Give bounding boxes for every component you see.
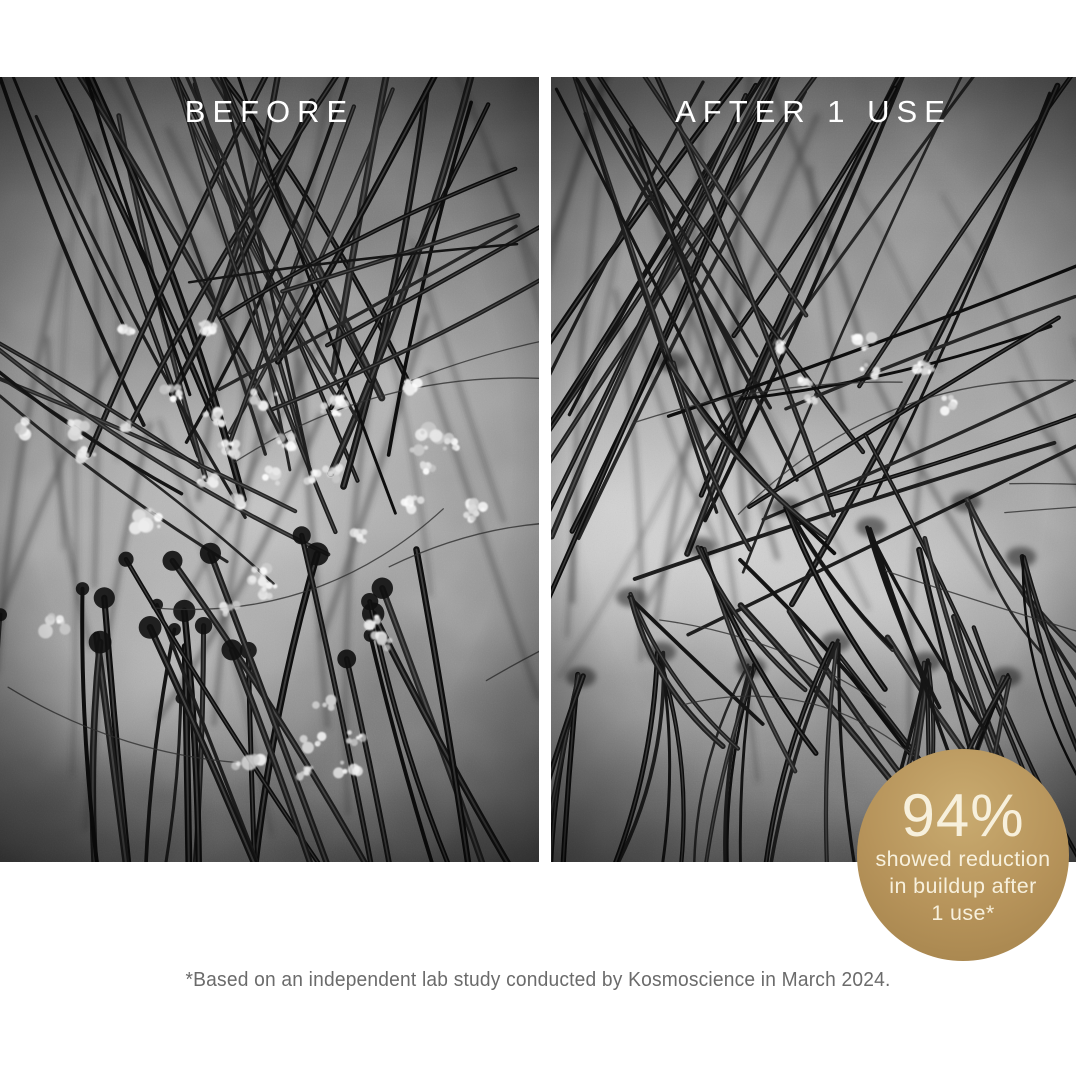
photo-panel-after: AFTER 1 USE — [551, 77, 1076, 862]
badge-caption-line: showed reduction — [875, 847, 1051, 872]
label-before: BEFORE — [184, 94, 355, 129]
scalp-photo-after — [551, 77, 1076, 862]
badge-stat-value: 94% — [901, 781, 1025, 849]
stat-badge: 94% showed reduction in buildup after 1 … — [857, 749, 1069, 961]
before-after-comparison: BEFORE AFTER 1 USE — [0, 77, 1076, 862]
panel-divider — [539, 77, 551, 862]
footnote-text: *Based on an independent lab study condu… — [185, 969, 891, 991]
label-after: AFTER 1 USE — [675, 94, 952, 129]
badge-caption-line: in buildup after — [889, 874, 1037, 899]
scalp-photo-before — [0, 77, 539, 862]
photo-panel-before: BEFORE — [0, 77, 539, 862]
badge-caption-line: 1 use* — [931, 901, 995, 926]
